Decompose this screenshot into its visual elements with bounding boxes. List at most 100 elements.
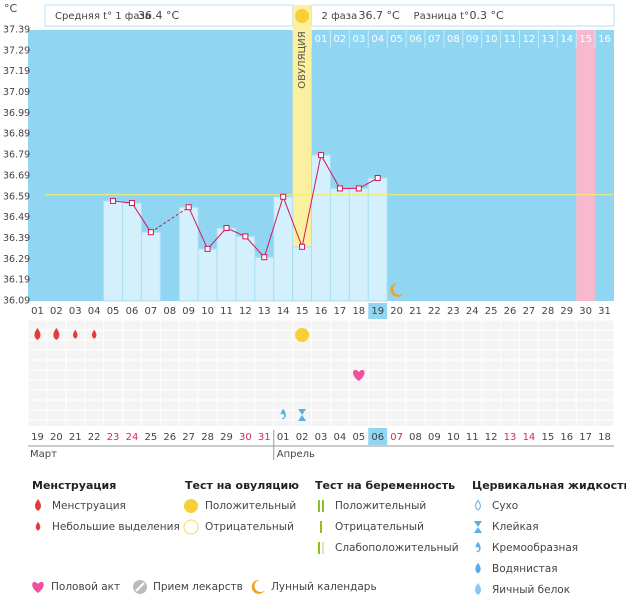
x-tick-label: 05 [107,306,120,317]
y-tick-label: 36.59 [3,191,30,202]
legend-icon [320,521,322,533]
month-label: Апрель [277,449,315,460]
y-tick-label: 37.29 [3,45,30,56]
legend-icon [251,579,265,594]
date-label: 12 [485,432,498,443]
phase2-day: 11 [504,34,517,45]
symptom-creamy [280,408,286,420]
temperature-point [204,245,211,252]
legend-icon [35,499,41,511]
phase2-day: 13 [541,34,554,45]
legend-icon [475,541,481,553]
temperature-bar [348,187,369,302]
legend-label: Сухо [492,500,518,512]
x-tick-label: 22 [428,306,441,317]
legend-icon [32,581,44,593]
x-tick-label: 03 [69,306,82,317]
legend-icon [475,499,481,511]
y-tick-label: 36.79 [3,150,30,161]
temperature-point [128,200,135,207]
x-tick-label: 17 [334,306,347,317]
date-label: 06 [371,432,384,443]
hourglass [474,521,482,533]
date-label: 07 [390,432,403,443]
temperature-bar [329,187,350,302]
phase2-day: 10 [485,34,498,45]
temperature-bar [197,248,218,302]
legend-label: Слабоположительный [335,542,459,554]
strip [322,542,324,554]
phase2-day: 06 [409,34,422,45]
phase2-day: 04 [371,34,384,45]
x-tick-label: 29 [560,306,573,317]
date-label: 22 [88,432,101,443]
x-tick-label: 19 [371,306,384,317]
y-tick-label: 36.89 [3,129,30,140]
legend-label: Отрицательный [335,521,424,533]
date-label: 26 [163,432,176,443]
x-tick-label: 23 [447,306,460,317]
y-tick-label: 37.09 [3,87,30,98]
y-tick-label: 36.49 [3,212,30,223]
temperature-point [280,193,287,200]
drop [53,328,60,340]
date-label: 15 [541,432,554,443]
symptom-sticky [298,409,307,421]
date-label: 02 [296,432,309,443]
symptom-heart [353,369,365,381]
drop [475,562,481,574]
temperature-point [299,243,306,250]
legend-title: Тест на беременность [315,479,455,492]
legend-icon [318,542,324,554]
x-tick-label: 07 [145,306,158,317]
circle [184,499,198,513]
swirl [280,414,285,418]
x-tick-label: 01 [31,306,44,317]
date-label: 04 [334,432,347,443]
swirl [475,547,479,551]
phase2-day: 07 [428,34,441,45]
date-label: 16 [560,432,573,443]
x-tick-label: 25 [485,306,498,317]
y-tick-label: 37.19 [3,66,30,77]
y-tick-label: 36.39 [3,233,30,244]
x-tick-label: 11 [220,306,233,317]
phase2-day: 16 [598,34,611,45]
temperature-bar [367,177,388,302]
temperature-point [318,152,324,159]
x-tick-label: 18 [352,306,365,317]
moon [390,282,404,297]
x-tick-label: 06 [126,306,139,317]
symptom-circle-pos [295,328,310,342]
temperature-bar [103,200,124,302]
y-tick-label: 37.39 [3,25,30,36]
drop [475,541,481,553]
x-tick-label: 28 [541,306,554,317]
temperature-bar [273,196,294,302]
y-tick-label: 36.29 [3,254,30,265]
date-label: 13 [504,432,517,443]
x-tick-label: 16 [315,306,328,317]
gap-line [150,206,189,233]
temperature-point [336,185,343,192]
symptom-drop-big [53,328,60,340]
x-tick-label: 08 [163,306,176,317]
legend-label: Половой акт [51,581,120,593]
legend-icon [474,521,482,533]
today-cell [368,303,388,319]
legend-icon [184,499,198,513]
phase2-day: 01 [315,34,328,45]
moon-icon [390,282,404,297]
x-tick-label: 13 [258,306,271,317]
x-tick-label: 15 [296,306,309,317]
symptom-drop-big [34,328,41,340]
date-label: 17 [579,432,592,443]
symptom-drop-small [73,329,78,339]
sun-icon [295,9,310,23]
symptom-drop-small [91,329,97,339]
legend-title: Тест на овуляцию [185,479,299,492]
legend-label: Лунный календарь [271,581,377,593]
ovulation-label: ОВУЛЯЦИЯ [297,31,308,89]
